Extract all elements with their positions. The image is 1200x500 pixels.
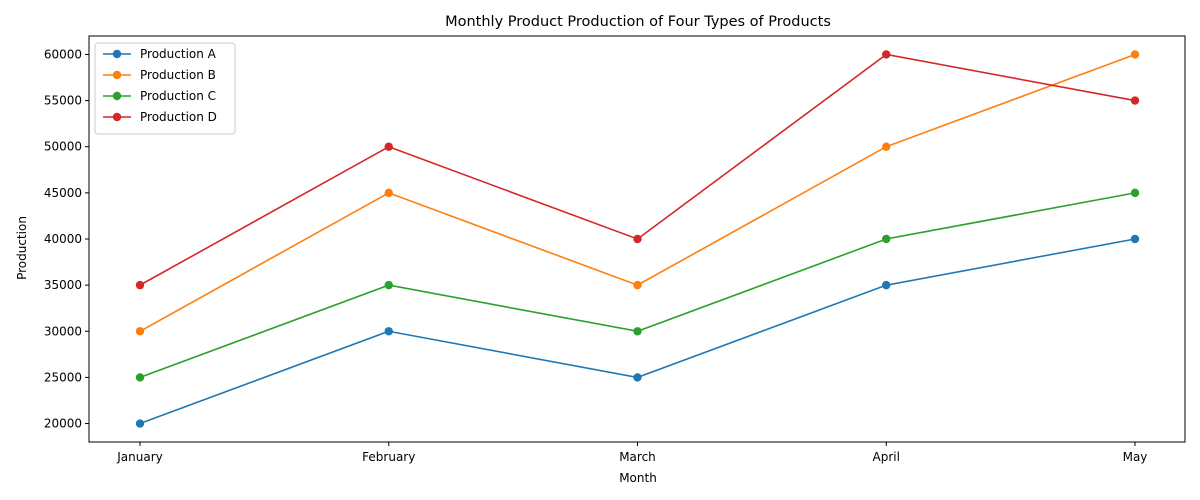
- data-point: [135, 327, 145, 336]
- data-point: [882, 234, 891, 244]
- data-point: [633, 327, 642, 336]
- data-point: [135, 419, 145, 428]
- y-tick-label: 20000: [44, 417, 82, 431]
- legend: Production A Production B Production C Prod…: [94, 42, 236, 135]
- y-tick-label: 45000: [44, 186, 82, 200]
- legend-marker: [112, 112, 122, 122]
- data-point: [1130, 50, 1140, 59]
- x-tick-label: April: [873, 450, 900, 464]
- y-tick-label: 55000: [44, 94, 82, 108]
- legend-label: Production B: [140, 68, 216, 82]
- data-point: [633, 234, 642, 244]
- x-tick-label: February: [362, 450, 415, 464]
- data-point: [1130, 188, 1140, 198]
- series-line: [139, 53, 1136, 286]
- legend-marker: [112, 91, 122, 101]
- plot-area: 20000 25000 30000 35000 40000 45000 50000 55000…: [44, 35, 1186, 464]
- y-tick-label: 30000: [44, 324, 82, 338]
- legend-marker: [112, 49, 122, 59]
- y-tick-label: 35000: [44, 278, 82, 292]
- y-tick-label: 40000: [44, 232, 82, 246]
- data-point: [882, 142, 891, 151]
- x-tick-label: May: [1123, 450, 1148, 464]
- data-point: [882, 50, 891, 59]
- legend-label: Production C: [140, 89, 216, 103]
- y-tick-label: 60000: [44, 47, 82, 61]
- legend-marker: [112, 70, 122, 80]
- data-point: [384, 142, 393, 151]
- data-point: [1130, 96, 1140, 105]
- data-point: [384, 188, 393, 198]
- data-point: [882, 280, 891, 290]
- y-tick-label: 50000: [44, 140, 82, 154]
- x-tick-label: March: [619, 450, 656, 464]
- data-point: [384, 280, 393, 290]
- data-point: [1130, 234, 1140, 244]
- legend-label: Production D: [140, 110, 217, 124]
- y-tick-label: 25000: [44, 370, 82, 384]
- x-axis-label: Month: [619, 471, 657, 485]
- data-point: [135, 280, 145, 290]
- legend-label: Production A: [140, 47, 217, 61]
- x-tick-label: January: [116, 450, 163, 464]
- data-point: [135, 373, 145, 382]
- y-axis-label: Production: [15, 216, 29, 280]
- data-point: [384, 327, 393, 336]
- legend-box: [94, 42, 236, 135]
- data-point: [633, 280, 642, 290]
- data-point: [633, 373, 642, 382]
- series-line: [139, 53, 1136, 332]
- chart-title: Monthly Product Production of Four Types…: [445, 14, 831, 30]
